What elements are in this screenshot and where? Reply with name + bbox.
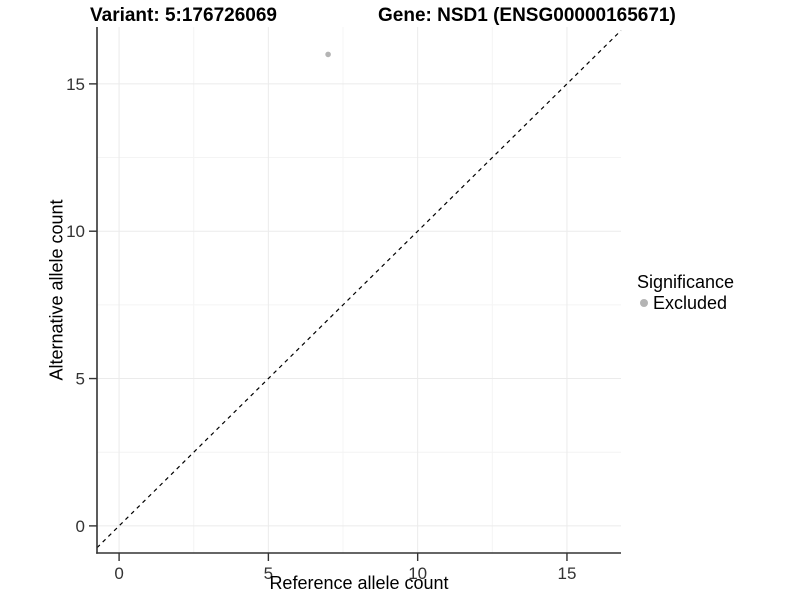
x-tick-label: 10 — [408, 564, 427, 583]
y-tick-label: 5 — [76, 370, 85, 389]
y-tick-label: 10 — [66, 222, 85, 241]
plot-title-gene: Gene: NSD1 (ENSG00000165671) — [378, 5, 676, 26]
y-tick-label: 15 — [66, 75, 85, 94]
legend-entry-excluded: Excluded — [637, 293, 734, 313]
legend-key-circle-icon — [640, 299, 648, 307]
x-tick-label: 5 — [264, 564, 273, 583]
data-point — [325, 51, 331, 58]
x-axis-title: Reference allele count — [269, 573, 449, 593]
legend: Significance Excluded — [637, 271, 734, 313]
legend-entry-label: Excluded — [653, 293, 728, 313]
identity-dashed-line — [96, 30, 622, 549]
legend-title: Significance — [637, 272, 735, 292]
x-tick-label: 15 — [557, 564, 576, 583]
y-tick-label: 0 — [76, 517, 85, 536]
plot-title-variant: Variant: 5:176726069 — [90, 5, 277, 26]
x-tick-label: 0 — [114, 564, 123, 583]
